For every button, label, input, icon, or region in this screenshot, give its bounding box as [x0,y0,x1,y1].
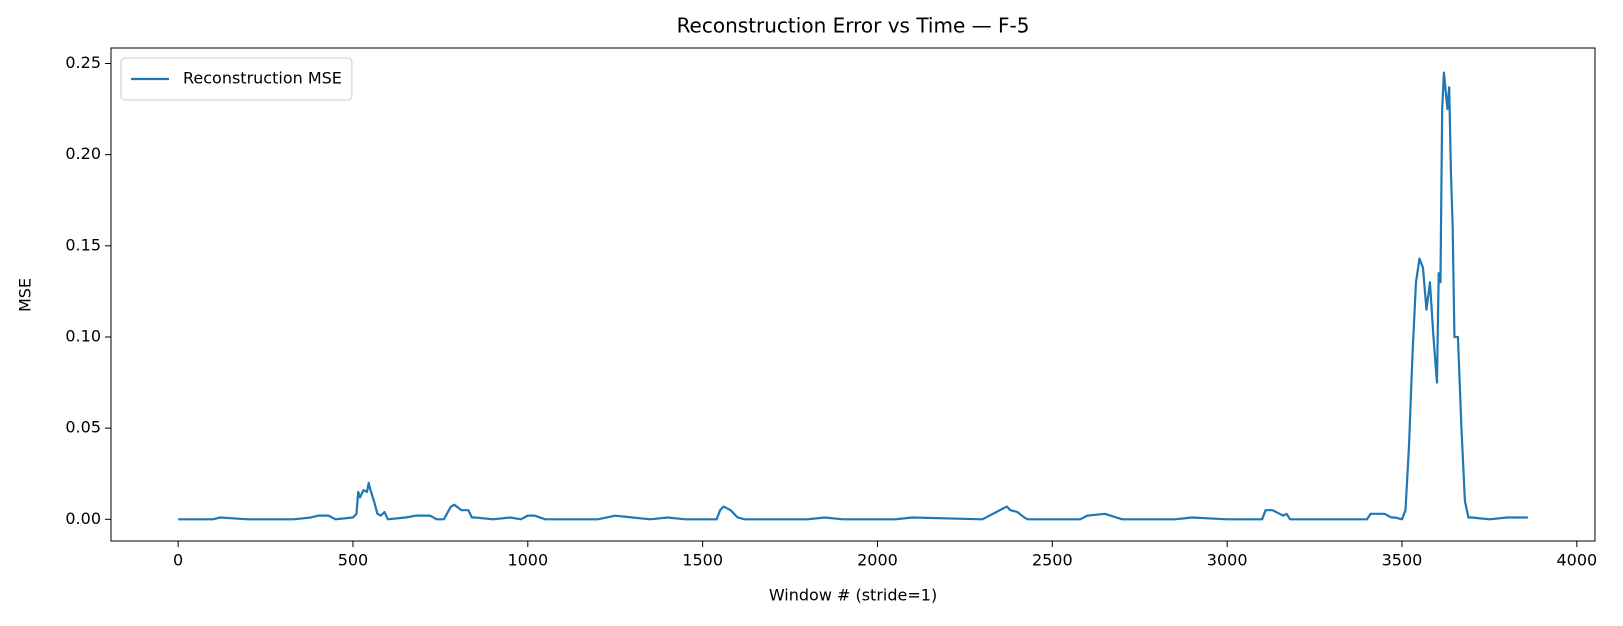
y-tick-label: 0.10 [65,326,101,345]
x-tick-label: 2000 [857,551,898,570]
x-tick-label: 1000 [507,551,548,570]
plot-frame [110,47,1596,542]
x-tick-label: 4000 [1556,551,1597,570]
y-tick-label: 0.05 [65,418,101,437]
y-tick-label: 0.15 [65,235,101,254]
x-tick-label: 2500 [1032,551,1073,570]
x-axis-label: Window # (stride=1) [769,586,937,605]
legend-label: Reconstruction MSE [183,69,342,88]
legend-box [120,57,353,101]
chart-title: Reconstruction Error vs Time — F-5 [677,14,1030,38]
x-tick-label: 0 [173,551,183,570]
y-tick-label: 0.00 [65,509,101,528]
y-tick-label: 0.25 [65,53,101,72]
x-tick-label: 1500 [682,551,723,570]
x-tick-label: 500 [338,551,369,570]
y-tick-label: 0.20 [65,144,101,163]
x-tick-label: 3000 [1207,551,1248,570]
y-axis-label: MSE [16,278,35,312]
data-line [178,71,1528,521]
x-tick-label: 3500 [1382,551,1423,570]
